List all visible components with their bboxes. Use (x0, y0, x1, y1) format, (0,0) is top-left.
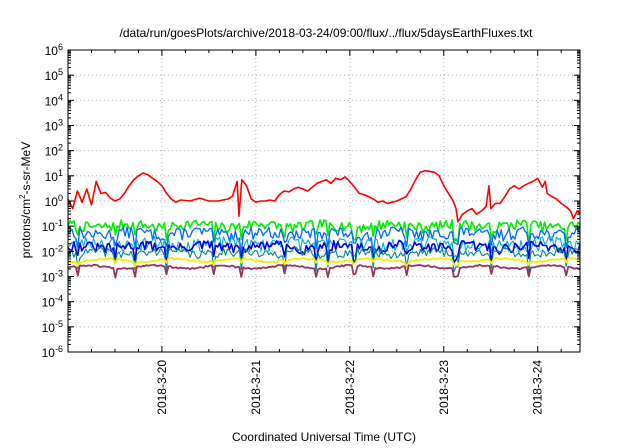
y-tick-label-base: 10 (45, 94, 59, 108)
axis-ticks (68, 49, 580, 353)
flux-series-line (67, 219, 581, 245)
y-tick-label: 10-3 (42, 269, 63, 285)
y-tick-label: 10-6 (42, 344, 63, 360)
y-axis-label: protons/cm2-s-sr-MeV (18, 142, 33, 258)
y-tick-label-exp: 5 (58, 67, 63, 77)
y-tick-label: 10-2 (42, 243, 63, 259)
y-tick-label: 105 (45, 67, 63, 83)
y-tick-label: 10-5 (42, 319, 63, 335)
y-tick-label-base: 10 (45, 69, 59, 83)
y-tick-label: 106 (45, 42, 63, 58)
x-tick-label: 2018-3-22 (343, 360, 357, 415)
y-tick-label-exp: -3 (55, 269, 63, 279)
y-tick-label-exp: -5 (55, 319, 63, 329)
x-tick-label: 2018-3-24 (531, 360, 545, 415)
y-tick-label-base: 10 (42, 245, 56, 259)
x-axis-label: Coordinated Universal Time (UTC) (232, 430, 416, 444)
y-tick-label-base: 10 (45, 120, 59, 134)
y-axis-label-sup: 2 (18, 194, 27, 199)
grid-lines (68, 50, 580, 352)
chart-title: /data/run/goesPlots/archive/2018-03-24/0… (120, 26, 534, 40)
y-tick-label-exp: 0 (58, 193, 63, 203)
x-tick-label: 2018-3-23 (437, 360, 451, 415)
y-tick-label-exp: -6 (55, 344, 63, 354)
y-tick-label-base: 10 (42, 346, 56, 360)
y-tick-label: 103 (45, 118, 63, 134)
y-tick-label-base: 10 (45, 145, 59, 159)
y-tick-label: 100 (45, 193, 63, 209)
x-tick-labels: 2018-3-20 2018-3-21 2018-3-22 2018-3-23 2018… (155, 360, 545, 415)
y-tick-label: 10-1 (42, 218, 63, 234)
y-tick-label-base: 10 (42, 296, 56, 310)
y-tick-label: 104 (45, 92, 63, 108)
flux-series-line (67, 263, 581, 279)
y-tick-label: 102 (45, 143, 63, 159)
y-tick-label-exp: -2 (55, 243, 63, 253)
y-tick-label-exp: 2 (58, 143, 63, 153)
flux-series-line (67, 240, 581, 267)
y-tick-label-base: 10 (42, 220, 56, 234)
y-tick-label-base: 10 (45, 170, 59, 184)
y-tick-label-exp: 3 (58, 118, 63, 128)
flux-series-line (67, 246, 581, 273)
y-tick-label-base: 10 (42, 271, 56, 285)
y-tick-label-base: 10 (45, 195, 59, 209)
x-tick-label: 2018-3-20 (155, 360, 169, 415)
flux-series-line (67, 169, 581, 223)
y-tick-label-exp: 6 (58, 42, 63, 52)
y-tick-label-base: 10 (42, 321, 56, 335)
x-tick-label: 2018-3-21 (249, 360, 263, 415)
y-tick-labels: 10610510410310210110010-110-210-310-410-… (42, 42, 63, 360)
y-tick-label: 10-4 (42, 294, 63, 310)
data-series (67, 169, 581, 279)
y-axis-label-rest: -s-sr-MeV (19, 142, 33, 195)
y-tick-label-exp: -4 (55, 294, 63, 304)
y-tick-label-exp: 4 (58, 92, 63, 102)
y-tick-label-exp: 1 (58, 168, 63, 178)
y-tick-label-base: 10 (45, 44, 59, 58)
y-tick-label: 101 (45, 168, 63, 184)
flux-series-line (67, 256, 581, 268)
flux-series-line (67, 226, 581, 254)
y-tick-label-exp: -1 (55, 218, 63, 228)
y-axis-label-base: protons/cm (19, 199, 33, 258)
